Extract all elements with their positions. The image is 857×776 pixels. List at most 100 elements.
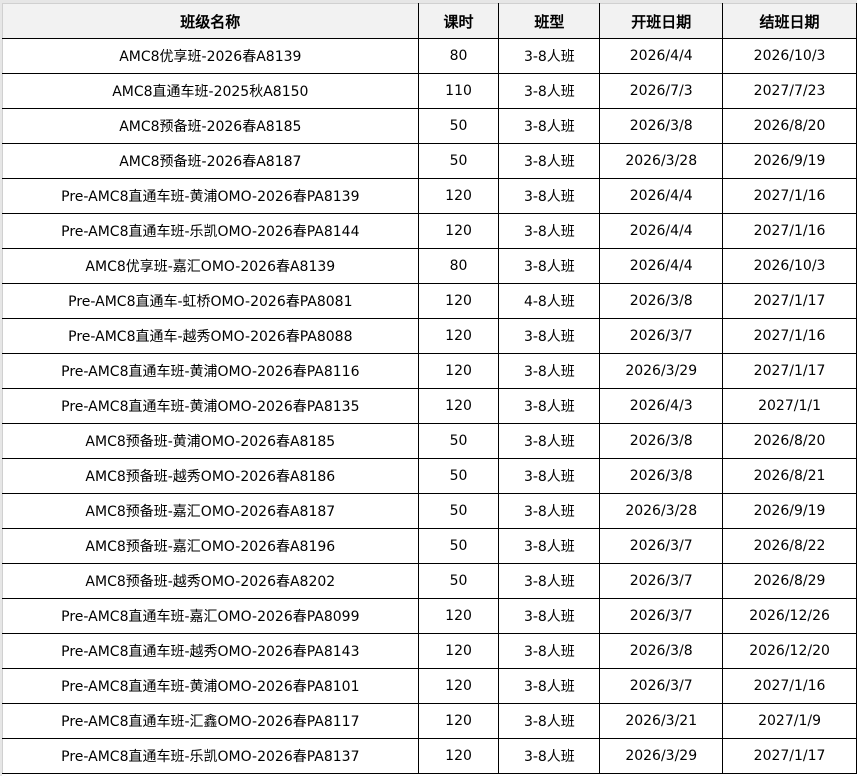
cell-class-name[interactable]: Pre-AMC8直通车班-嘉汇OMO-2026春PA8099 xyxy=(2,598,419,634)
cell-end-date[interactable]: 2027/1/9 xyxy=(722,703,857,739)
cell-end-date[interactable]: 2027/1/1 xyxy=(722,388,857,424)
cell-lessons[interactable]: 80 xyxy=(417,248,500,284)
cell-lessons[interactable]: 120 xyxy=(417,633,500,669)
cell-class-type[interactable]: 3-8人班 xyxy=(498,388,601,424)
header-class-name[interactable]: 班级名称 xyxy=(2,3,419,39)
cell-class-type[interactable]: 3-8人班 xyxy=(498,178,601,214)
cell-end-date[interactable]: 2027/1/16 xyxy=(722,318,857,354)
cell-start-date[interactable]: 2026/4/4 xyxy=(599,213,724,249)
cell-lessons[interactable]: 120 xyxy=(417,178,500,214)
cell-lessons[interactable]: 120 xyxy=(417,738,500,774)
cell-start-date[interactable]: 2026/3/7 xyxy=(599,563,724,599)
cell-start-date[interactable]: 2026/3/29 xyxy=(599,738,724,774)
cell-class-type[interactable]: 3-8人班 xyxy=(498,38,601,74)
cell-lessons[interactable]: 50 xyxy=(417,108,500,144)
cell-class-name[interactable]: AMC8预备班-越秀OMO-2026春A8186 xyxy=(2,458,419,494)
cell-lessons[interactable]: 50 xyxy=(417,528,500,564)
cell-start-date[interactable]: 2026/4/4 xyxy=(599,248,724,284)
cell-class-name[interactable]: Pre-AMC8直通车班-黄浦OMO-2026春PA8139 xyxy=(2,178,419,214)
header-lessons[interactable]: 课时 xyxy=(417,3,500,39)
header-start-date[interactable]: 开班日期 xyxy=(599,3,724,39)
cell-class-name[interactable]: Pre-AMC8直通车-越秀OMO-2026春PA8088 xyxy=(2,318,419,354)
cell-end-date[interactable]: 2026/12/20 xyxy=(722,633,857,669)
cell-end-date[interactable]: 2026/8/21 xyxy=(722,458,857,494)
cell-class-type[interactable]: 3-8人班 xyxy=(498,668,601,704)
cell-end-date[interactable]: 2027/1/17 xyxy=(722,353,857,389)
cell-class-type[interactable]: 3-8人班 xyxy=(498,248,601,284)
cell-class-type[interactable]: 3-8人班 xyxy=(498,633,601,669)
cell-class-type[interactable]: 3-8人班 xyxy=(498,738,601,774)
cell-start-date[interactable]: 2026/3/21 xyxy=(599,703,724,739)
cell-start-date[interactable]: 2026/3/8 xyxy=(599,283,724,319)
cell-class-name[interactable]: Pre-AMC8直通车班-黄浦OMO-2026春PA8135 xyxy=(2,388,419,424)
cell-class-type[interactable]: 3-8人班 xyxy=(498,143,601,179)
cell-start-date[interactable]: 2026/3/8 xyxy=(599,633,724,669)
header-end-date[interactable]: 结班日期 xyxy=(722,3,857,39)
cell-end-date[interactable]: 2026/10/3 xyxy=(722,248,857,284)
cell-lessons[interactable]: 120 xyxy=(417,703,500,739)
cell-end-date[interactable]: 2026/10/3 xyxy=(722,38,857,74)
cell-start-date[interactable]: 2026/3/28 xyxy=(599,493,724,529)
cell-start-date[interactable]: 2026/3/7 xyxy=(599,528,724,564)
header-class-type[interactable]: 班型 xyxy=(498,3,601,39)
cell-class-type[interactable]: 3-8人班 xyxy=(498,598,601,634)
cell-start-date[interactable]: 2026/3/8 xyxy=(599,108,724,144)
cell-class-name[interactable]: Pre-AMC8直通车班-黄浦OMO-2026春PA8116 xyxy=(2,353,419,389)
cell-class-type[interactable]: 3-8人班 xyxy=(498,563,601,599)
cell-class-type[interactable]: 3-8人班 xyxy=(498,528,601,564)
cell-lessons[interactable]: 120 xyxy=(417,283,500,319)
cell-end-date[interactable]: 2026/9/19 xyxy=(722,493,857,529)
cell-class-name[interactable]: AMC8优享班-2026春A8139 xyxy=(2,38,419,74)
cell-lessons[interactable]: 120 xyxy=(417,388,500,424)
cell-class-name[interactable]: Pre-AMC8直通车班-越秀OMO-2026春PA8143 xyxy=(2,633,419,669)
cell-start-date[interactable]: 2026/3/7 xyxy=(599,668,724,704)
cell-start-date[interactable]: 2026/3/7 xyxy=(599,318,724,354)
cell-lessons[interactable]: 50 xyxy=(417,423,500,459)
cell-start-date[interactable]: 2026/4/4 xyxy=(599,38,724,74)
cell-end-date[interactable]: 2026/8/22 xyxy=(722,528,857,564)
cell-class-type[interactable]: 3-8人班 xyxy=(498,423,601,459)
cell-class-type[interactable]: 3-8人班 xyxy=(498,493,601,529)
cell-class-type[interactable]: 4-8人班 xyxy=(498,283,601,319)
cell-end-date[interactable]: 2027/1/16 xyxy=(722,213,857,249)
cell-class-name[interactable]: AMC8预备班-嘉汇OMO-2026春A8196 xyxy=(2,528,419,564)
cell-class-name[interactable]: Pre-AMC8直通车班-乐凯OMO-2026春PA8144 xyxy=(2,213,419,249)
cell-lessons[interactable]: 50 xyxy=(417,563,500,599)
cell-end-date[interactable]: 2026/8/20 xyxy=(722,423,857,459)
cell-class-type[interactable]: 3-8人班 xyxy=(498,73,601,109)
cell-class-name[interactable]: AMC8预备班-2026春A8185 xyxy=(2,108,419,144)
cell-class-name[interactable]: AMC8预备班-黄浦OMO-2026春A8185 xyxy=(2,423,419,459)
cell-class-name[interactable]: AMC8预备班-嘉汇OMO-2026春A8187 xyxy=(2,493,419,529)
cell-start-date[interactable]: 2026/3/7 xyxy=(599,598,724,634)
cell-class-type[interactable]: 3-8人班 xyxy=(498,108,601,144)
cell-class-name[interactable]: AMC8优享班-嘉汇OMO-2026春A8139 xyxy=(2,248,419,284)
cell-lessons[interactable]: 120 xyxy=(417,213,500,249)
cell-lessons[interactable]: 120 xyxy=(417,318,500,354)
cell-lessons[interactable]: 120 xyxy=(417,353,500,389)
cell-start-date[interactable]: 2026/4/4 xyxy=(599,178,724,214)
cell-lessons[interactable]: 110 xyxy=(417,73,500,109)
cell-start-date[interactable]: 2026/3/29 xyxy=(599,353,724,389)
cell-lessons[interactable]: 80 xyxy=(417,38,500,74)
cell-class-name[interactable]: Pre-AMC8直通车-虹桥OMO-2026春PA8081 xyxy=(2,283,419,319)
cell-class-type[interactable]: 3-8人班 xyxy=(498,353,601,389)
cell-lessons[interactable]: 50 xyxy=(417,458,500,494)
cell-class-name[interactable]: Pre-AMC8直通车班-乐凯OMO-2026春PA8137 xyxy=(2,738,419,774)
cell-class-type[interactable]: 3-8人班 xyxy=(498,458,601,494)
cell-start-date[interactable]: 2026/7/3 xyxy=(599,73,724,109)
cell-class-name[interactable]: AMC8预备班-越秀OMO-2026春A8202 xyxy=(2,563,419,599)
cell-end-date[interactable]: 2027/1/16 xyxy=(722,668,857,704)
cell-end-date[interactable]: 2026/8/20 xyxy=(722,108,857,144)
cell-start-date[interactable]: 2026/3/28 xyxy=(599,143,724,179)
cell-class-name[interactable]: Pre-AMC8直通车班-汇鑫OMO-2026春PA8117 xyxy=(2,703,419,739)
cell-start-date[interactable]: 2026/4/3 xyxy=(599,388,724,424)
cell-end-date[interactable]: 2027/1/17 xyxy=(722,738,857,774)
cell-class-type[interactable]: 3-8人班 xyxy=(498,703,601,739)
cell-class-name[interactable]: AMC8直通车班-2025秋A8150 xyxy=(2,73,419,109)
cell-class-name[interactable]: Pre-AMC8直通车班-黄浦OMO-2026春PA8101 xyxy=(2,668,419,704)
cell-end-date[interactable]: 2026/9/19 xyxy=(722,143,857,179)
cell-end-date[interactable]: 2027/1/17 xyxy=(722,283,857,319)
cell-end-date[interactable]: 2026/12/26 xyxy=(722,598,857,634)
cell-end-date[interactable]: 2027/7/23 xyxy=(722,73,857,109)
cell-start-date[interactable]: 2026/3/8 xyxy=(599,423,724,459)
